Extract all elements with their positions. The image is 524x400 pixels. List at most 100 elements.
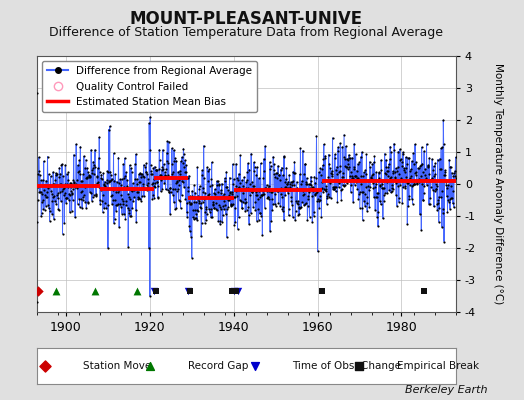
Point: [352, 173, 361, 179]
Point: [182, 162, 190, 168]
Point: [238, 177, 246, 183]
Point: [179, 179, 187, 185]
Point: [148, 181, 156, 188]
Point: [150, 288, 158, 294]
Point: [80, 192, 89, 198]
Point: [233, 175, 242, 182]
Point: [340, 132, 348, 138]
Point: [271, 202, 280, 209]
Point: [166, 211, 174, 217]
Point: [223, 184, 232, 190]
Point: [67, 180, 75, 186]
Point: [137, 174, 145, 180]
Point: [271, 174, 279, 180]
Point: [254, 216, 263, 223]
Point: [290, 182, 298, 188]
Point: [73, 201, 82, 207]
Point: [43, 154, 52, 160]
Point: [167, 188, 175, 195]
Point: [53, 182, 61, 188]
Point: [397, 156, 405, 162]
Point: [339, 170, 347, 176]
Point: [144, 180, 152, 186]
Point: [289, 168, 297, 175]
Point: [319, 156, 328, 163]
Point: [192, 206, 201, 213]
Point: [181, 169, 189, 176]
Point: [390, 147, 399, 154]
Point: [238, 205, 247, 211]
Point: [51, 288, 60, 294]
Point: [425, 201, 433, 207]
Point: [275, 172, 283, 178]
Point: [323, 190, 332, 197]
Point: [411, 141, 419, 148]
Point: [167, 174, 176, 180]
Point: [291, 208, 300, 214]
Point: [241, 196, 249, 202]
Point: [235, 170, 243, 177]
Point: [125, 162, 134, 168]
Point: [58, 188, 66, 194]
Point: [227, 202, 235, 208]
Point: [241, 208, 249, 214]
Point: [298, 188, 307, 194]
Point: [296, 171, 304, 178]
Point: [187, 200, 195, 207]
Point: [348, 172, 357, 179]
Point: [148, 180, 157, 186]
Point: [53, 171, 61, 177]
Point: [357, 189, 366, 196]
Point: [43, 185, 52, 191]
Point: [344, 166, 352, 172]
Point: [122, 169, 130, 175]
Point: [33, 299, 41, 306]
Point: [205, 166, 213, 173]
Point: [279, 172, 287, 178]
Point: [78, 178, 86, 184]
Point: [307, 173, 315, 180]
Point: [255, 175, 263, 182]
Point: [71, 184, 79, 190]
Point: [104, 245, 112, 251]
Point: [77, 189, 85, 196]
Point: [405, 192, 413, 199]
Point: [244, 184, 252, 191]
Point: [257, 213, 266, 219]
Point: [429, 163, 438, 170]
Point: [312, 175, 320, 182]
Point: [77, 196, 85, 203]
Point: [108, 196, 117, 203]
Point: [218, 219, 226, 225]
Point: [370, 194, 378, 201]
Point: [280, 179, 289, 185]
Point: [169, 199, 178, 206]
Point: [133, 181, 141, 188]
Point: [291, 217, 299, 224]
Point: [216, 218, 225, 224]
Point: [328, 173, 336, 180]
Point: [346, 189, 355, 195]
Point: [232, 183, 241, 190]
Point: [168, 145, 176, 152]
Point: [79, 194, 88, 200]
Point: [381, 170, 389, 176]
Point: [203, 164, 211, 171]
Point: [90, 171, 99, 178]
Point: [173, 178, 181, 185]
Point: [117, 192, 125, 199]
Point: [309, 188, 317, 194]
Point: [102, 184, 110, 191]
Point: [116, 201, 124, 208]
Point: [52, 192, 61, 198]
Point: [308, 192, 316, 199]
Point: [80, 153, 88, 159]
Point: [362, 171, 370, 177]
Point: [120, 175, 128, 182]
Point: [193, 164, 202, 170]
Point: [388, 170, 397, 176]
Point: [441, 169, 450, 175]
Point: [157, 188, 165, 194]
Point: [316, 165, 324, 172]
Point: [394, 148, 402, 155]
